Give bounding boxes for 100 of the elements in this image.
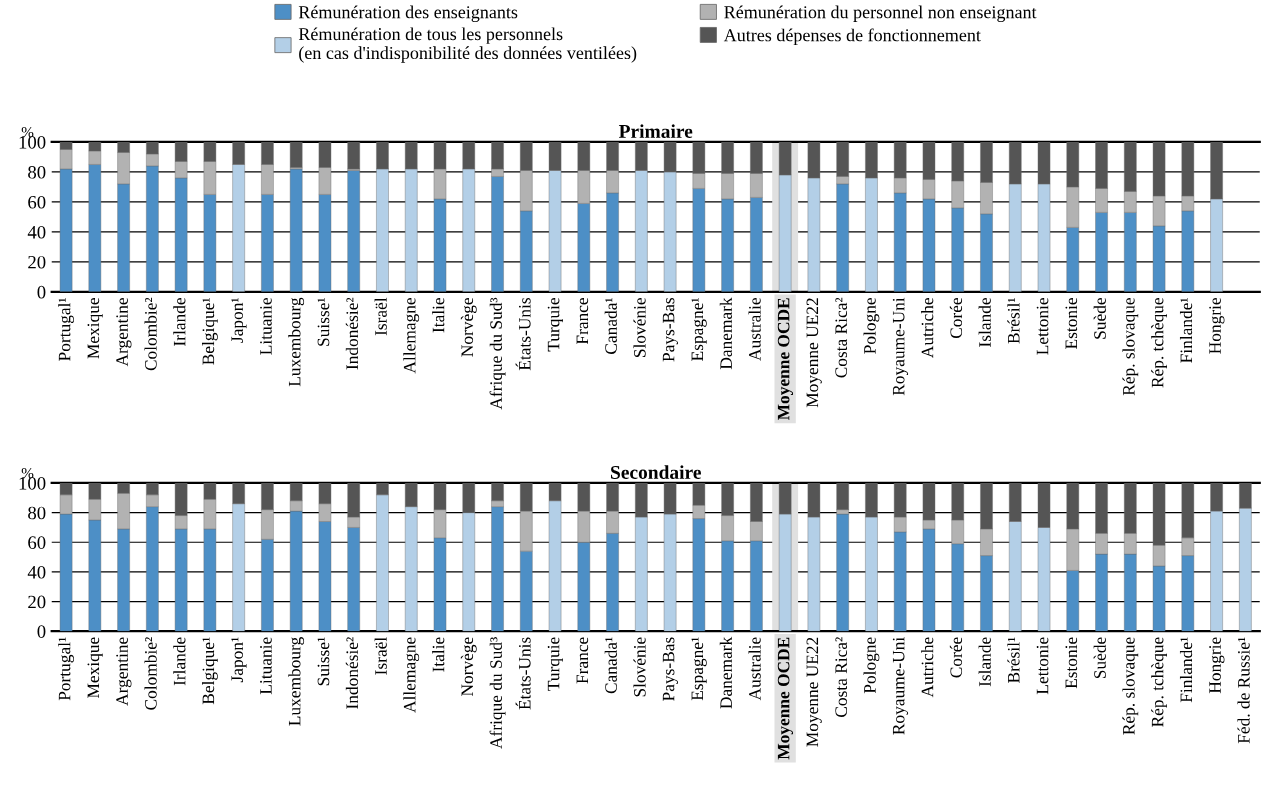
x-tick-label: Autriche [921,637,934,698]
x-tick-label: Afrique du Sud³ [489,297,506,410]
x-tick-label: Hongrie [1209,297,1225,354]
x-tick-label: Rép. slovaque [1122,297,1139,396]
x-tick-label: Estonie [1065,637,1078,689]
x-tick-label: Norvège [460,637,477,697]
x-tick-label: Australie [748,637,761,701]
legend-label: Rémunération du personnel non enseignant [724,5,1037,23]
x-tick-label: Lituanie [260,637,272,695]
x-tick-label: Suède [1093,297,1106,339]
x-tick-label: Lettonie [1036,637,1049,695]
y-tick-label: 100 [19,135,46,149]
x-tick-label: Corée [949,637,963,678]
x-tick-label: Espagne¹ [691,637,707,701]
x-tick-label: Turquie [547,637,563,691]
x-tick-label: Pologne [863,637,880,694]
x-tick-label: Israël [374,297,387,336]
x-tick-label: Rép. tchèque [1151,297,1167,388]
x-tick-label: Danemark [719,636,732,709]
x-tick-label: Irlande [173,637,186,686]
x-tick-label: Indonésie² [345,297,359,370]
x-tick-label: Mexique [87,637,103,698]
x-tick-label: Pays-Bas [662,298,678,362]
x-tick-label: Suisse¹ [317,637,330,686]
y-tick-label: 0 [37,285,46,299]
x-tick-label: Pays-Bas [662,637,678,701]
x-tick-label: Autriche [921,297,934,358]
x-tick-label: Moyenne OCDE [777,637,794,760]
x-tick-label: Luxembourg [288,297,305,387]
x-tick-label: Rép. slovaque [1122,637,1139,735]
x-tick-label: Japon¹ [231,298,247,343]
x-tick-label: Royaume-Uni [892,637,909,735]
x-tick-label: Allemagne [403,637,420,713]
x-tick-label: Slovénie [633,297,646,357]
x-tick-label: Portugal¹ [58,298,74,361]
x-tick-label: Italie [432,637,445,672]
x-tick-label: Australie [748,297,761,361]
x-tick-label: Argentine [116,297,132,367]
y-tick-label: 60 [28,536,46,549]
x-tick-label: France [576,297,589,345]
x-tick-label: Islande [978,637,991,687]
x-tick-label: Israël [374,637,387,675]
x-tick-label: Canada¹ [604,637,617,694]
x-tick-label: États-Unis [515,298,531,371]
x-tick-label: Colombie² [144,297,157,371]
x-tick-label: Estonie [1065,297,1078,349]
x-tick-label: Brésil¹ [1007,637,1020,683]
y-axis-title: % [21,127,34,138]
x-tick-label: États-Unis [515,637,531,710]
x-tick-label: Lituanie [260,297,272,355]
x-tick-label: Hongrie [1209,637,1225,694]
x-tick-label: Allemagne [403,297,420,374]
x-tick-label: Danemark [719,297,732,370]
x-tick-label: Norvège [460,297,477,357]
y-tick-label: 20 [28,595,46,609]
x-tick-label: Finlande¹ [1179,637,1193,703]
x-tick-label: Colombie² [144,637,157,710]
x-tick-label: Royaume-Uni [892,297,909,396]
y-tick-label: 80 [28,506,46,520]
legend-label: Rémunération de tous les personnels (en cas d'indisponibilité des données ventilées) [298,27,637,63]
x-tick-label: Italie [432,297,445,333]
x-tick-label: Suède [1093,637,1106,679]
x-tick-label: Belgique¹ [202,637,218,705]
y-axis-title: % [21,468,34,479]
x-tick-label: Afrique du Sud³ [489,637,506,749]
y-tick-label: 80 [28,165,46,179]
legend-label: Rémunération des enseignants [298,5,518,23]
chart-title: Secondaire [611,465,701,479]
x-tick-label: Féd. de Russie¹ [1237,637,1250,744]
x-tick-label: France [576,637,589,684]
x-tick-label: Suisse¹ [317,298,330,346]
x-tick-label: Turquie [547,297,563,352]
x-tick-label: Pologne [863,297,880,354]
x-tick-label: Irlande [173,297,186,346]
x-tick-label: Brésil¹ [1007,298,1020,344]
x-tick-label: Moyenne UE22 [806,637,822,747]
x-tick-label: Mexique [87,297,103,359]
y-tick-label: 0 [37,625,46,638]
x-tick-label: Rép. tchèque [1151,637,1167,727]
x-tick-label: Lettonie [1036,297,1049,355]
x-tick-label: Japon¹ [231,637,247,683]
y-tick-label: 60 [28,195,46,209]
x-tick-label: Belgique¹ [202,298,218,365]
x-tick-label: Costa Rica² [835,637,848,717]
x-tick-label: Espagne¹ [691,298,707,361]
y-tick-label: 40 [27,225,46,239]
x-tick-label: Moyenne OCDE [777,298,794,421]
x-tick-label: Moyenne UE22 [806,298,822,408]
x-tick-label: Slovénie [633,637,646,697]
x-tick-label: Finlande¹ [1179,298,1193,363]
x-tick-label: Argentine [116,637,132,706]
chart-title: Primaire [618,124,693,138]
y-tick-label: 40 [27,565,46,579]
x-tick-label: Portugal¹ [58,637,74,701]
legend-label: Autres dépenses de fonctionnement [723,28,981,46]
x-tick-label: Canada¹ [604,298,617,354]
x-tick-label: Luxembourg [288,637,305,726]
x-tick-label: Indonésie² [345,637,359,709]
y-tick-label: 20 [28,255,46,269]
x-tick-label: Costa Rica² [835,297,848,378]
